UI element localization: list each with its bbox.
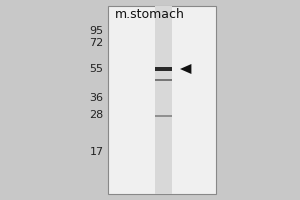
- Text: 95: 95: [89, 26, 103, 36]
- Bar: [155, 67, 172, 71]
- Bar: [155, 79, 172, 81]
- Text: 36: 36: [89, 93, 103, 103]
- Bar: [155, 115, 172, 117]
- Text: 28: 28: [89, 110, 103, 120]
- Text: m.stomach: m.stomach: [115, 8, 185, 21]
- Text: 55: 55: [89, 64, 103, 74]
- Bar: [108, 6, 216, 194]
- Text: 72: 72: [89, 38, 103, 48]
- Polygon shape: [180, 64, 191, 74]
- Text: 17: 17: [89, 147, 103, 157]
- Bar: [155, 6, 172, 194]
